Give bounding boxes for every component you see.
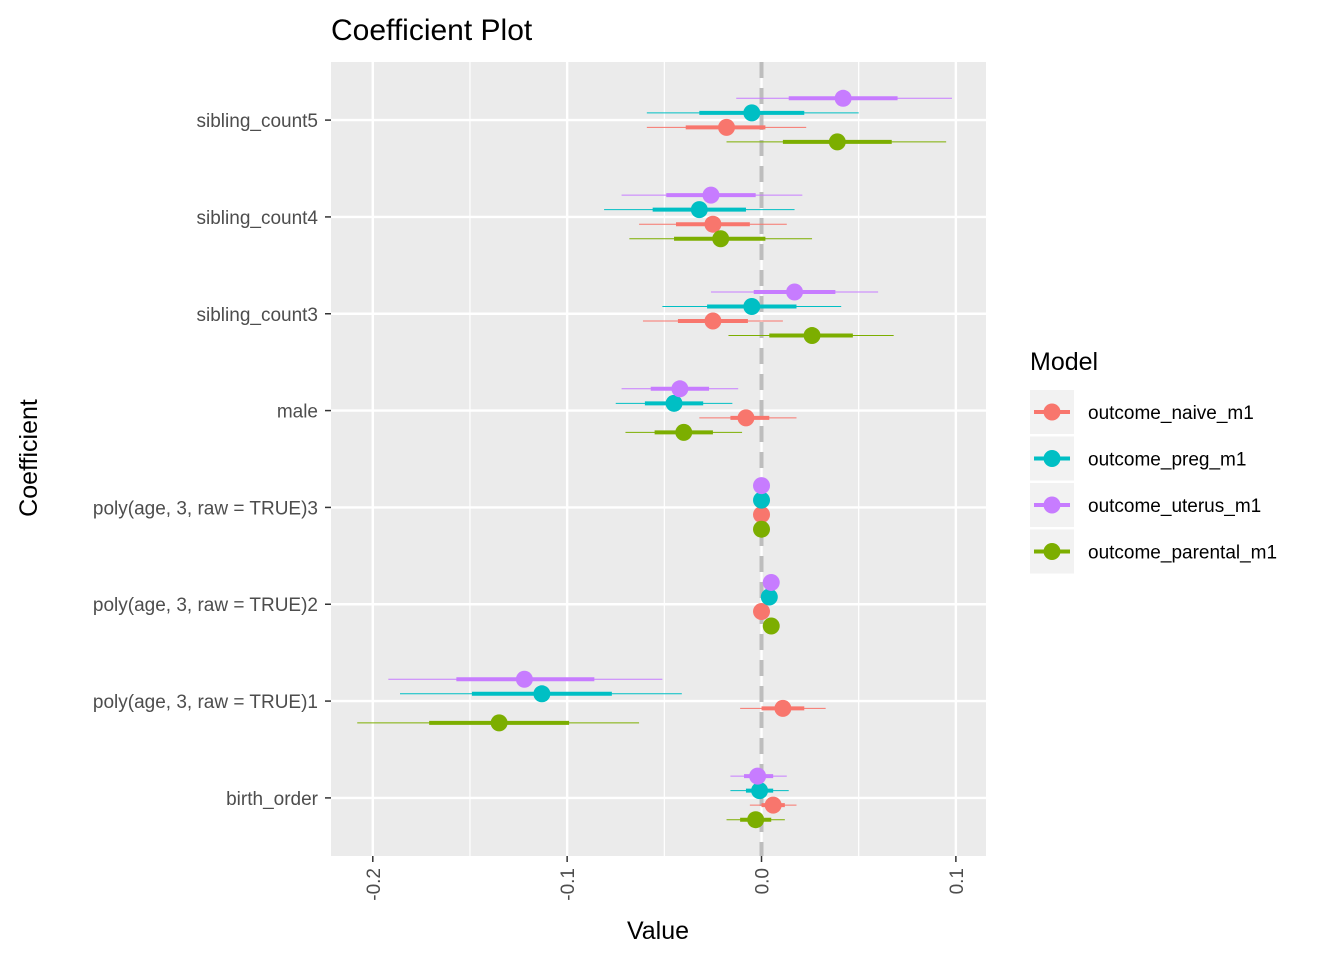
x-tick-label: 0.0 (753, 868, 774, 894)
estimate-point (753, 603, 771, 621)
estimate-point (704, 215, 722, 233)
estimate-point (737, 409, 755, 427)
y-tick-label: poly(age, 3, raw = TRUE)1 (93, 692, 318, 713)
estimate-point (743, 297, 761, 315)
y-tick-label: sibling_count3 (197, 305, 318, 326)
estimate-point (753, 506, 771, 524)
estimate-point (753, 491, 771, 509)
estimate-point (533, 685, 551, 703)
estimate-point (690, 201, 708, 219)
coefficient-marks (357, 89, 952, 829)
estimate-point (490, 714, 508, 732)
estimate-point (760, 588, 778, 606)
estimate-point (747, 811, 765, 829)
legend-label: outcome_uterus_m1 (1088, 496, 1261, 517)
legend-label: outcome_preg_m1 (1088, 450, 1246, 471)
y-tick-label: sibling_count4 (197, 208, 319, 229)
y-axis-title: Coefficient (15, 399, 43, 517)
x-tick-label: -0.1 (558, 868, 579, 901)
estimate-point (743, 104, 761, 122)
legend-label: outcome_parental_m1 (1088, 543, 1277, 564)
estimate-point (515, 670, 533, 688)
x-axis-title: Value (627, 917, 689, 945)
estimate-point (718, 118, 736, 136)
estimate-point (764, 796, 782, 814)
x-tick-label: -0.2 (364, 868, 385, 901)
series-outcome_naive_m1 (639, 118, 826, 814)
series-outcome_uterus_m1 (388, 89, 952, 785)
estimate-point (828, 133, 846, 151)
legend-title: Model (1030, 348, 1098, 376)
legend-key-point (1043, 450, 1061, 467)
estimate-point (712, 230, 730, 248)
legend-key-point (1043, 403, 1061, 421)
legend-key-point (1043, 496, 1061, 514)
legend-key-point (1043, 543, 1061, 560)
estimate-point (704, 312, 722, 330)
estimate-point (751, 782, 769, 800)
y-axis: birth_order poly(age, 3, raw = TRUE)1 poly… (93, 111, 331, 810)
estimate-point (762, 617, 780, 635)
series-outcome_parental_m1 (357, 133, 947, 829)
x-tick-label: 0.1 (947, 868, 968, 894)
estimate-point (753, 520, 771, 538)
series-outcome_preg_m1 (399, 104, 859, 800)
legend-label: outcome_naive_m1 (1088, 403, 1254, 424)
estimate-point (753, 477, 771, 495)
y-tick-label: birth_order (226, 789, 319, 810)
estimate-point (671, 380, 689, 398)
x-axis: -0.2 -0.1 0.0 0.1 (364, 856, 968, 901)
y-tick-label: poly(age, 3, raw = TRUE)2 (93, 595, 318, 616)
estimate-point (665, 394, 683, 412)
estimate-point (834, 89, 852, 107)
y-tick-label: male (277, 402, 318, 423)
estimate-point (762, 573, 780, 591)
estimate-point (786, 283, 804, 301)
estimate-point (702, 186, 720, 204)
estimate-point (774, 699, 792, 717)
plot-panel (331, 62, 986, 856)
y-tick-label: sibling_count5 (197, 111, 318, 132)
estimate-point (803, 327, 821, 345)
estimate-point (675, 423, 693, 441)
chart-title: Coefficient Plot (331, 14, 533, 47)
estimate-point (749, 767, 767, 785)
y-tick-label: poly(age, 3, raw = TRUE)3 (93, 498, 318, 519)
legend: Model outcome_naive_m1 outcome_preg_m1out… (1030, 348, 1277, 574)
